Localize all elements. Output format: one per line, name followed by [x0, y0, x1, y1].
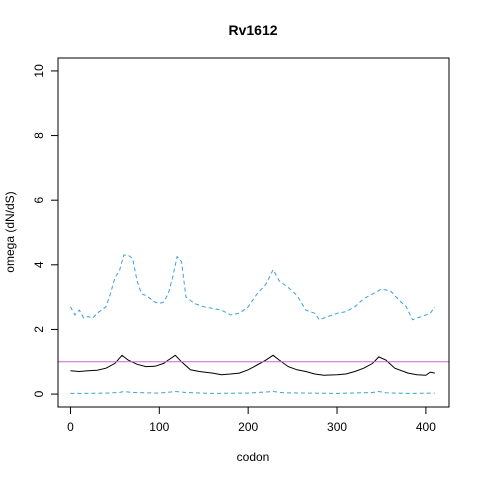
- x-tick-label: 400: [416, 420, 436, 434]
- x-tick-label: 0: [67, 420, 74, 434]
- x-tick-label: 100: [149, 420, 169, 434]
- y-tick-label: 10: [32, 64, 46, 78]
- series-line-lower-ci: [70, 390, 435, 394]
- x-tick-label: 200: [238, 420, 258, 434]
- y-tick-label: 4: [32, 261, 46, 268]
- series-line-upper-ci: [69, 254, 436, 321]
- y-tick-label: 6: [32, 197, 46, 204]
- series-layer: [69, 254, 436, 394]
- y-axis: 0 2 4 6 8 10: [32, 64, 59, 397]
- x-tick-label: 300: [327, 420, 347, 434]
- y-tick-label: 8: [32, 132, 46, 139]
- y-tick-label: 2: [32, 326, 46, 333]
- x-axis-label: codon: [237, 450, 270, 464]
- y-tick-label: 0: [32, 390, 46, 397]
- x-axis: 0 100 200 300 400: [67, 406, 436, 434]
- series-line-estimate: [70, 354, 435, 376]
- chart-title: Rv1612: [228, 22, 277, 38]
- y-axis-label: omega (dN/dS): [3, 191, 17, 272]
